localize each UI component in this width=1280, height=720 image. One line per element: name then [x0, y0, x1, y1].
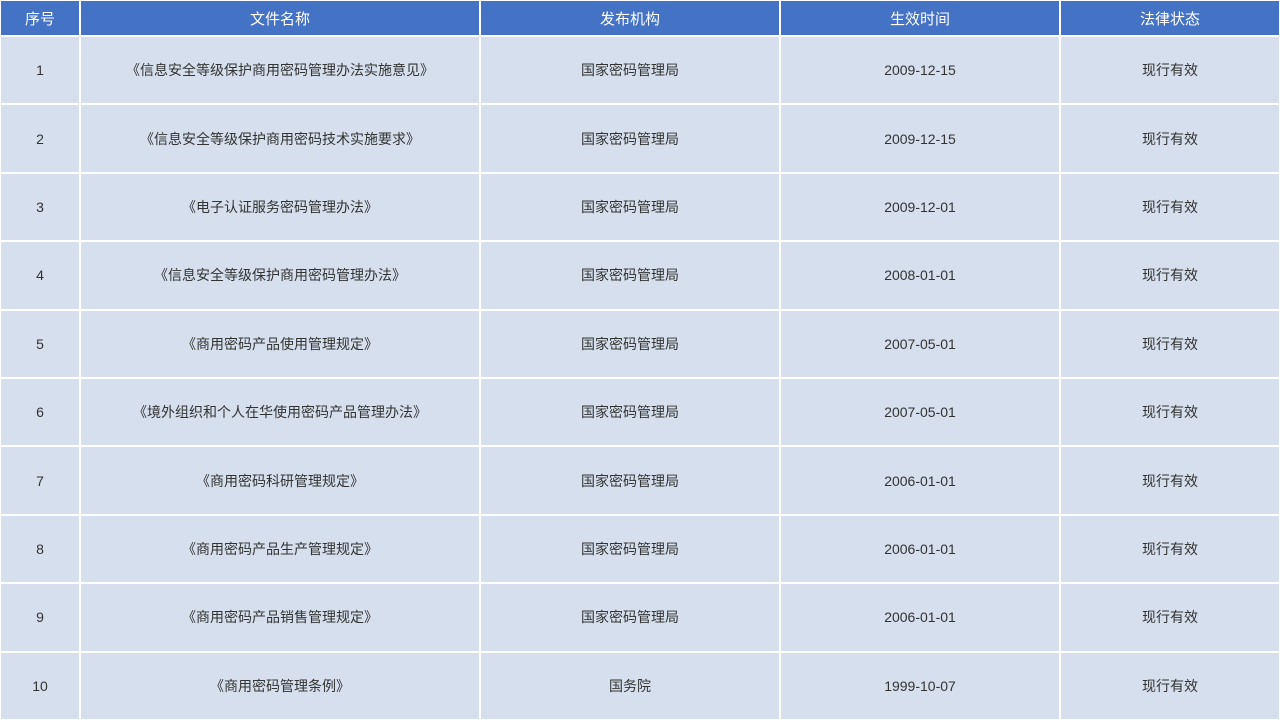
table-row: 10 《商用密码管理条例》 国务院 1999-10-07 现行有效 [0, 652, 1280, 720]
regulations-table: 序号 文件名称 发布机构 生效时间 法律状态 1 《信息安全等级保护商用密码管理… [0, 0, 1280, 720]
table-row: 1 《信息安全等级保护商用密码管理办法实施意见》 国家密码管理局 2009-12… [0, 36, 1280, 104]
table-row: 2 《信息安全等级保护商用密码技术实施要求》 国家密码管理局 2009-12-1… [0, 104, 1280, 172]
col-header-org: 发布机构 [480, 0, 780, 36]
cell-seq: 8 [0, 515, 80, 583]
cell-name: 《电子认证服务密码管理办法》 [80, 173, 480, 241]
cell-status: 现行有效 [1060, 446, 1280, 514]
cell-status: 现行有效 [1060, 583, 1280, 651]
cell-org: 国家密码管理局 [480, 446, 780, 514]
cell-org: 国家密码管理局 [480, 241, 780, 309]
cell-status: 现行有效 [1060, 104, 1280, 172]
cell-name: 《商用密码管理条例》 [80, 652, 480, 720]
cell-status: 现行有效 [1060, 173, 1280, 241]
col-header-seq: 序号 [0, 0, 80, 36]
cell-date: 2009-12-15 [780, 36, 1060, 104]
cell-org: 国家密码管理局 [480, 583, 780, 651]
cell-date: 1999-10-07 [780, 652, 1060, 720]
table-header-row: 序号 文件名称 发布机构 生效时间 法律状态 [0, 0, 1280, 36]
cell-org: 国务院 [480, 652, 780, 720]
cell-seq: 3 [0, 173, 80, 241]
cell-status: 现行有效 [1060, 652, 1280, 720]
cell-name: 《商用密码科研管理规定》 [80, 446, 480, 514]
cell-name: 《商用密码产品销售管理规定》 [80, 583, 480, 651]
table-row: 4 《信息安全等级保护商用密码管理办法》 国家密码管理局 2008-01-01 … [0, 241, 1280, 309]
cell-name: 《信息安全等级保护商用密码管理办法》 [80, 241, 480, 309]
table-row: 5 《商用密码产品使用管理规定》 国家密码管理局 2007-05-01 现行有效 [0, 310, 1280, 378]
table-row: 3 《电子认证服务密码管理办法》 国家密码管理局 2009-12-01 现行有效 [0, 173, 1280, 241]
cell-date: 2006-01-01 [780, 515, 1060, 583]
cell-seq: 6 [0, 378, 80, 446]
cell-status: 现行有效 [1060, 36, 1280, 104]
col-header-date: 生效时间 [780, 0, 1060, 36]
cell-org: 国家密码管理局 [480, 173, 780, 241]
cell-org: 国家密码管理局 [480, 378, 780, 446]
cell-name: 《商用密码产品使用管理规定》 [80, 310, 480, 378]
cell-date: 2009-12-01 [780, 173, 1060, 241]
cell-seq: 9 [0, 583, 80, 651]
cell-org: 国家密码管理局 [480, 104, 780, 172]
cell-status: 现行有效 [1060, 310, 1280, 378]
col-header-status: 法律状态 [1060, 0, 1280, 36]
cell-seq: 7 [0, 446, 80, 514]
cell-org: 国家密码管理局 [480, 36, 780, 104]
cell-seq: 5 [0, 310, 80, 378]
table-row: 8 《商用密码产品生产管理规定》 国家密码管理局 2006-01-01 现行有效 [0, 515, 1280, 583]
cell-seq: 4 [0, 241, 80, 309]
cell-name: 《商用密码产品生产管理规定》 [80, 515, 480, 583]
table-row: 6 《境外组织和个人在华使用密码产品管理办法》 国家密码管理局 2007-05-… [0, 378, 1280, 446]
cell-org: 国家密码管理局 [480, 515, 780, 583]
cell-status: 现行有效 [1060, 241, 1280, 309]
cell-name: 《境外组织和个人在华使用密码产品管理办法》 [80, 378, 480, 446]
cell-date: 2009-12-15 [780, 104, 1060, 172]
cell-seq: 1 [0, 36, 80, 104]
cell-name: 《信息安全等级保护商用密码技术实施要求》 [80, 104, 480, 172]
cell-date: 2006-01-01 [780, 583, 1060, 651]
table-row: 7 《商用密码科研管理规定》 国家密码管理局 2006-01-01 现行有效 [0, 446, 1280, 514]
table-row: 9 《商用密码产品销售管理规定》 国家密码管理局 2006-01-01 现行有效 [0, 583, 1280, 651]
cell-date: 2007-05-01 [780, 378, 1060, 446]
cell-name: 《信息安全等级保护商用密码管理办法实施意见》 [80, 36, 480, 104]
cell-date: 2007-05-01 [780, 310, 1060, 378]
cell-status: 现行有效 [1060, 515, 1280, 583]
cell-date: 2008-01-01 [780, 241, 1060, 309]
cell-date: 2006-01-01 [780, 446, 1060, 514]
cell-status: 现行有效 [1060, 378, 1280, 446]
cell-seq: 2 [0, 104, 80, 172]
cell-seq: 10 [0, 652, 80, 720]
cell-org: 国家密码管理局 [480, 310, 780, 378]
col-header-name: 文件名称 [80, 0, 480, 36]
